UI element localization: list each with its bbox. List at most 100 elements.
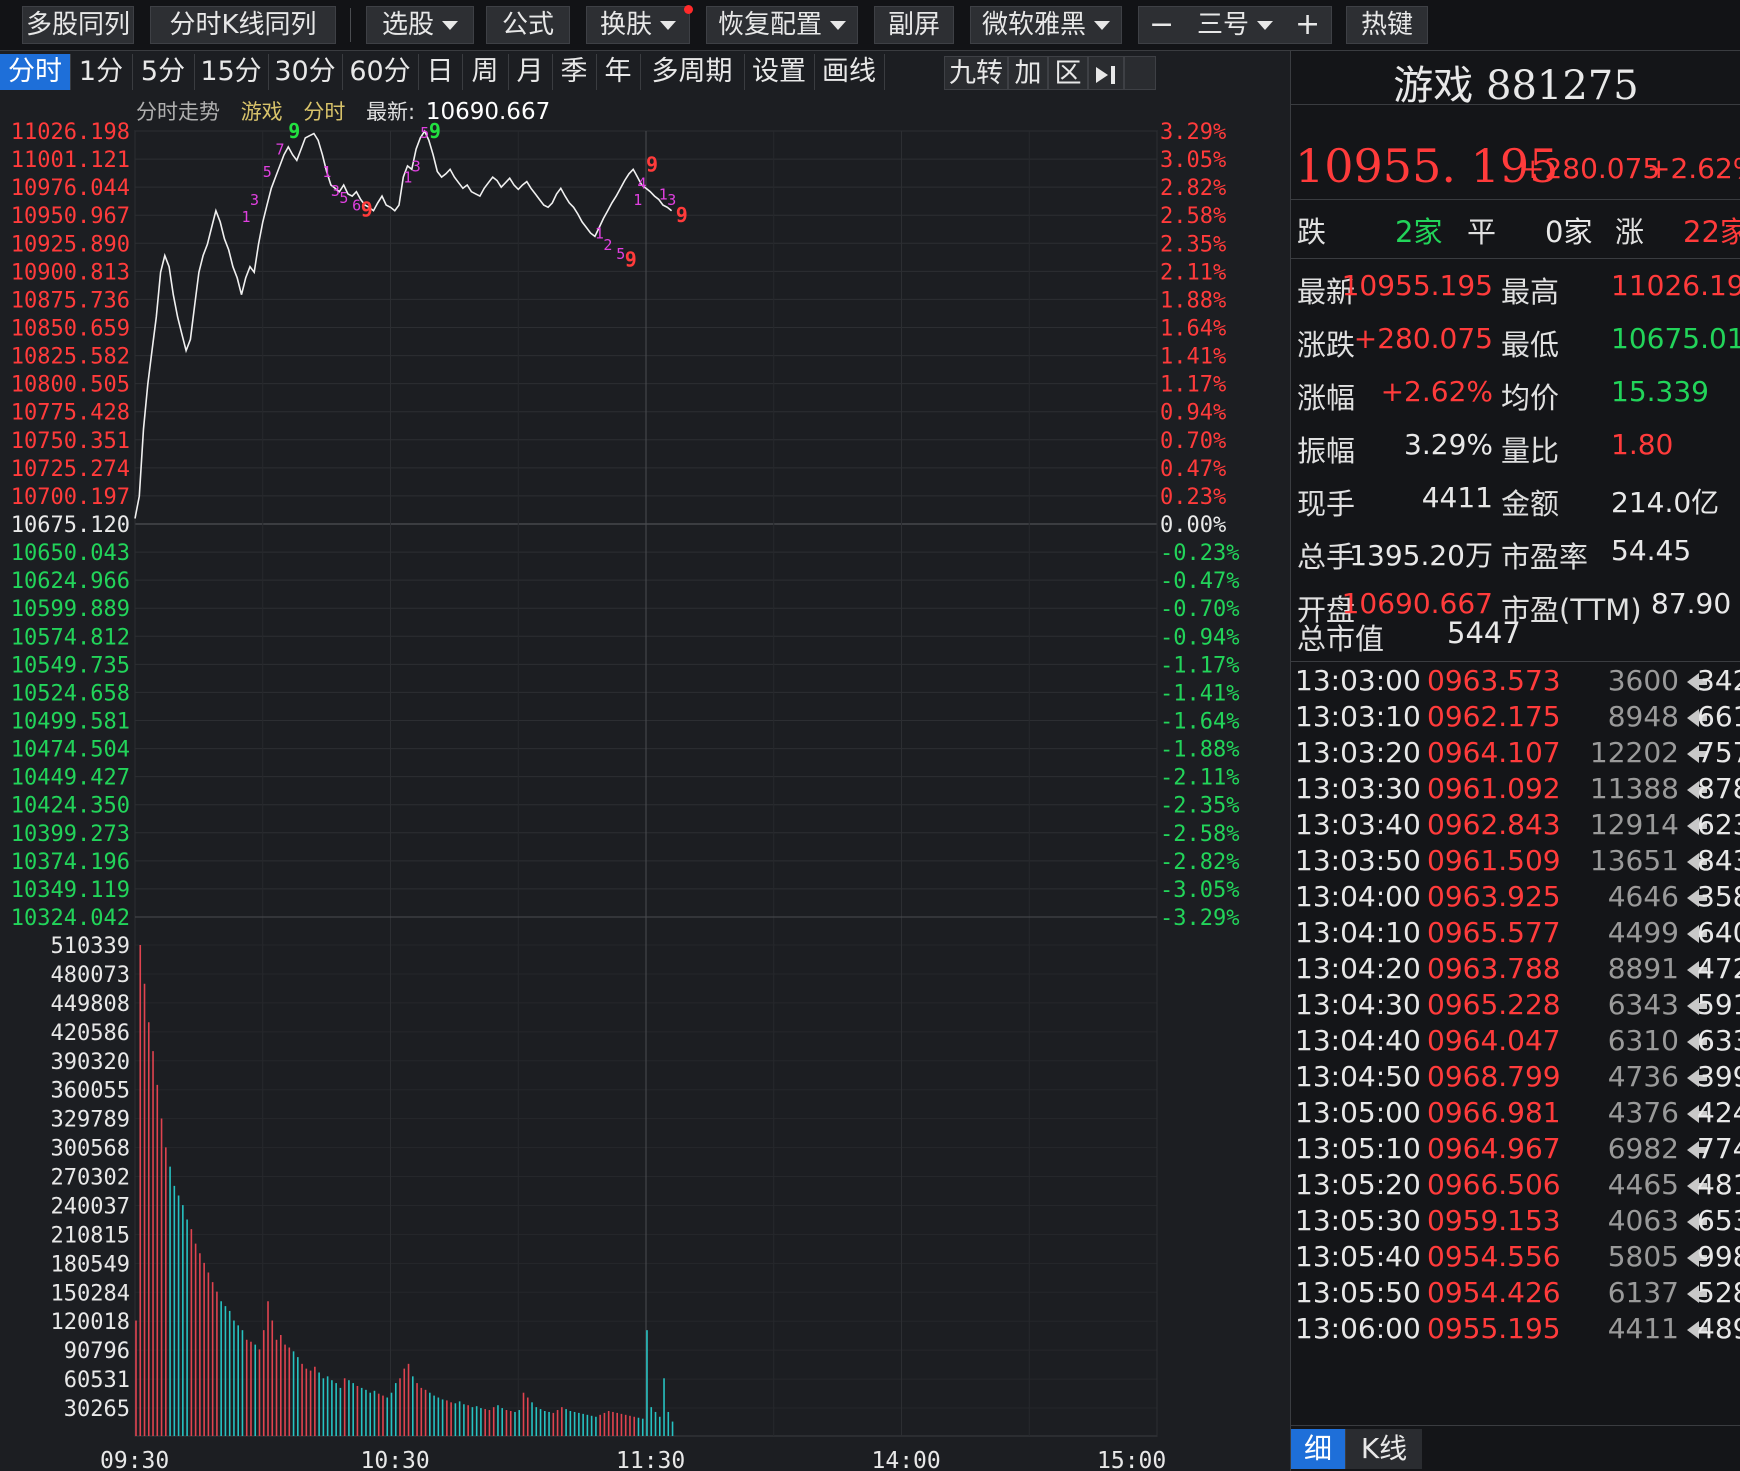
volume-tick-label: 360055 xyxy=(51,1079,130,1104)
font-size-value[interactable]: 三号 xyxy=(1197,10,1250,40)
tick-price: 0963.925 xyxy=(1427,880,1561,913)
stat-value: 1395.20万 xyxy=(1349,539,1493,572)
price-axis-labels: 11026.198 11001.121 10976.044 10950.967 1092… xyxy=(11,120,130,931)
tab-settings[interactable]: 设置 xyxy=(744,54,815,90)
tick-count: 653 xyxy=(1697,1204,1740,1237)
tick-volume: 11388 xyxy=(1589,772,1679,805)
tab-15min[interactable]: 15分 xyxy=(194,54,269,90)
tick-count: 661 xyxy=(1697,700,1740,733)
percent-tick-label: 0.70% xyxy=(1160,429,1226,454)
tick-time: 13:05:10 xyxy=(1295,1132,1421,1165)
tick-price: 0955.195 xyxy=(1427,1312,1561,1345)
more-dropdown[interactable] xyxy=(1124,56,1156,90)
arrow-left-icon xyxy=(1687,1033,1707,1051)
up-count: 22家 xyxy=(1683,215,1740,249)
tab-year[interactable]: 年 xyxy=(596,54,641,90)
second-screen-button[interactable]: 副屏 xyxy=(874,6,954,44)
volume-tick-label: 510339 xyxy=(51,934,130,959)
arrow-left-icon xyxy=(1687,1105,1707,1123)
volume-tick-label: 300568 xyxy=(51,1137,130,1162)
range-button[interactable]: 区 xyxy=(1048,56,1088,90)
percent-tick-label: -1.41% xyxy=(1160,681,1239,706)
td-label: 5 xyxy=(616,245,625,263)
volume-bars xyxy=(135,945,674,1436)
stat-label: 最新 xyxy=(1297,275,1356,309)
tab-multi-period[interactable]: 多周期 xyxy=(640,54,745,90)
td-sequential-button[interactable]: 九转 xyxy=(944,56,1008,90)
chart-stock-name: 游戏 xyxy=(240,100,283,124)
stat-label: 量比 xyxy=(1501,434,1560,468)
time-tick-label: 14:00 xyxy=(872,1448,941,1471)
tab-week[interactable]: 周 xyxy=(462,54,509,90)
stock-picker-dropdown[interactable]: 选股 xyxy=(366,6,474,44)
tab-month[interactable]: 月 xyxy=(508,54,553,90)
restore-config-dropdown[interactable]: 恢复配置 xyxy=(706,6,858,44)
tab-detail[interactable]: 细 xyxy=(1291,1429,1345,1469)
stat-value: 214.0亿 xyxy=(1611,486,1720,519)
tick-time: 13:03:40 xyxy=(1295,808,1421,841)
volume-tick-label: 180549 xyxy=(51,1252,130,1277)
price-tick-label: 10700.197 xyxy=(11,485,130,510)
add-button[interactable]: 加 xyxy=(1008,56,1048,90)
tick-time: 13:03:20 xyxy=(1295,736,1421,769)
collapse-panel-button[interactable] xyxy=(1088,56,1124,90)
tab-60min[interactable]: 60分 xyxy=(342,54,419,90)
chevron-down-icon[interactable] xyxy=(1257,21,1273,30)
price-tick-label: 10474.504 xyxy=(11,738,130,763)
arrow-left-icon xyxy=(1687,1141,1707,1159)
arrow-left-icon xyxy=(1687,1321,1707,1339)
arrow-left-icon xyxy=(1687,889,1707,907)
multi-stock-button[interactable]: 多股同列 xyxy=(22,6,134,44)
td-label: 9 xyxy=(288,119,300,143)
tick-price: 0959.153 xyxy=(1427,1204,1561,1237)
stat-value: 10675.013 xyxy=(1611,322,1740,355)
tab-5min[interactable]: 5分 xyxy=(132,54,195,90)
tick-volume: 6343 xyxy=(1607,988,1679,1021)
tab-kline[interactable]: K线 xyxy=(1345,1429,1422,1469)
tab-1min[interactable]: 1分 xyxy=(70,54,133,90)
tick-time: 13:05:30 xyxy=(1295,1204,1421,1237)
percent-tick-label: -3.05% xyxy=(1160,878,1239,903)
timeshare-kline-button[interactable]: 分时K线同列 xyxy=(150,6,336,44)
tab-day[interactable]: 日 xyxy=(418,54,463,90)
price-tick-label: 10725.274 xyxy=(11,457,130,482)
price-tick-label: 10399.273 xyxy=(11,822,130,847)
percent-tick-label: -0.94% xyxy=(1160,625,1239,650)
price-tick-label: 10624.966 xyxy=(11,569,130,594)
tab-timeshare[interactable]: 分时 xyxy=(0,54,71,90)
tick-volume: 4646 xyxy=(1607,880,1679,913)
td-label: 3 xyxy=(250,191,259,209)
percent-axis-labels: 3.29% 3.05% 2.82% 2.58% 2.35% 2.11% 1.88% 1.64%… xyxy=(1160,120,1239,931)
tick-price: 0968.799 xyxy=(1427,1060,1561,1093)
tick-time: 13:05:00 xyxy=(1295,1096,1421,1129)
price-tick-label: 10825.582 xyxy=(11,345,130,370)
arrow-left-icon xyxy=(1687,961,1707,979)
font-dropdown[interactable]: 微软雅黑 xyxy=(970,6,1122,44)
tab-draw[interactable]: 画线 xyxy=(814,54,885,90)
market-cap-value: 5447 xyxy=(1447,616,1521,650)
price-tick-label: 10349.119 xyxy=(11,878,130,903)
hotkey-button[interactable]: 热键 xyxy=(1346,6,1428,44)
stat-value: 87.90 xyxy=(1651,587,1732,620)
font-size-decrease-button[interactable]: − xyxy=(1149,7,1175,42)
stat-value: 3.29% xyxy=(1404,428,1493,461)
timeshare-chart[interactable]: 11026.198 11001.121 10976.044 10950.967 1092… xyxy=(0,51,1290,1471)
tick-count: 633 xyxy=(1697,1024,1740,1057)
td-label: 9 xyxy=(361,197,373,221)
tab-30min[interactable]: 30分 xyxy=(268,54,343,90)
font-size-increase-button[interactable]: + xyxy=(1295,7,1321,42)
td-label: 7 xyxy=(276,141,285,159)
percent-tick-label: 2.11% xyxy=(1160,260,1226,285)
tick-price: 0965.228 xyxy=(1427,988,1561,1021)
tab-quarter[interactable]: 季 xyxy=(552,54,597,90)
skin-dropdown[interactable]: 换肤 xyxy=(586,6,690,44)
tick-time: 13:04:00 xyxy=(1295,880,1421,913)
arrow-left-icon xyxy=(1687,745,1707,763)
tick-count: 640 xyxy=(1697,916,1740,949)
formula-button[interactable]: 公式 xyxy=(486,6,570,44)
td-label: 2 xyxy=(603,236,612,254)
